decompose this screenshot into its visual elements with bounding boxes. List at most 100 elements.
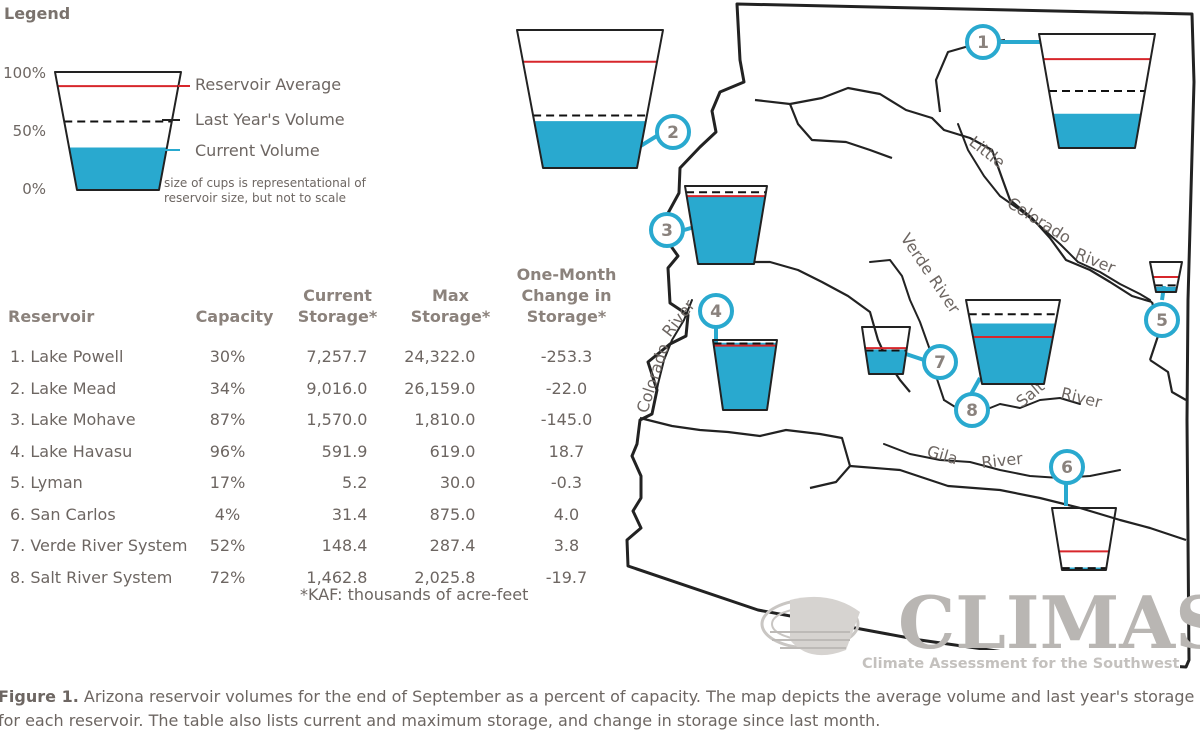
reservoir-cup-2 — [516, 29, 664, 169]
colorado-river-west — [653, 299, 693, 405]
badge-circle — [698, 293, 734, 329]
cell-reservoir: 8. Salt River System — [10, 567, 173, 587]
badge-number: 1 — [977, 33, 989, 53]
cup-outline — [965, 299, 1061, 385]
cell-current-storage: 1,570.0 — [306, 410, 368, 430]
current-volume-fill — [534, 121, 646, 168]
cell-max-storage: 24,322.0 — [404, 347, 476, 367]
table-row: 1. Lake Powell 30% 7,257.7 24,322.0 -253… — [4, 341, 625, 373]
legend-pct-100: 100% — [3, 64, 46, 82]
table-row: 5. Lyman 17% 5.2 30.0 -0.3 — [4, 467, 625, 499]
cup-outline — [54, 71, 182, 191]
current-volume-fill — [865, 349, 907, 374]
cell-max-storage: 1,810.0 — [414, 410, 476, 430]
header-reservoir: Reservoir — [8, 307, 95, 326]
reservoir-cup-7 — [861, 326, 911, 375]
reservoir-badge-4: 4 — [698, 293, 734, 329]
figure-caption: Figure 1. Arizona reservoir volumes for … — [0, 685, 1200, 733]
header-capacity: Capacity — [195, 307, 274, 326]
badge-circle — [655, 114, 691, 150]
badge-circle — [965, 24, 1001, 60]
current-volume-fill — [970, 323, 1056, 384]
cell-current-storage: 31.4 — [331, 504, 368, 524]
cell-capacity: 72% — [209, 567, 246, 587]
cup-outline — [516, 29, 664, 169]
caption-text: Arizona reservoir volumes for the end of… — [0, 687, 1195, 730]
reservoir-cup-5 — [1149, 261, 1183, 293]
cell-change: -0.3 — [550, 473, 583, 493]
cup-outline — [1038, 33, 1156, 149]
reservoir-cup-6 — [1051, 507, 1117, 571]
reservoir-cup-1 — [1038, 33, 1156, 149]
legend-pct-0: 0% — [22, 180, 46, 198]
table-row: 3. Lake Mohave 87% 1,570.0 1,810.0 -145.… — [4, 404, 625, 436]
cell-reservoir: 2. Lake Mead — [10, 378, 117, 398]
caption-label: Figure 1. — [0, 687, 79, 706]
cell-capacity: 52% — [209, 536, 246, 556]
cell-change: -22.0 — [545, 378, 588, 398]
cell-change: -253.3 — [540, 347, 593, 367]
cell-current-storage: 7,257.7 — [306, 347, 368, 367]
current-volume-fill — [1154, 286, 1178, 292]
reservoir-cup-3 — [684, 185, 768, 265]
reservoir-table: Reservoir Capacity Current Storage* Max … — [4, 264, 625, 593]
cell-change: 18.7 — [548, 441, 585, 461]
badge-number: 7 — [934, 353, 946, 373]
current-volume-fill — [1053, 113, 1141, 148]
arizona-state-outline — [625, 2, 1196, 669]
climas-logo-subtitle: Climate Assessment for the Southwest — [862, 656, 1180, 672]
cell-capacity: 30% — [209, 347, 246, 367]
legend-last-year-label: Last Year's Volume — [195, 110, 345, 129]
cell-current-storage: 591.9 — [321, 441, 368, 461]
cell-reservoir: 3. Lake Mohave — [10, 410, 136, 430]
cup-outline — [712, 339, 778, 411]
current-volume-fill — [686, 196, 766, 264]
cell-change: -19.7 — [545, 567, 588, 587]
reservoir-badge-2: 2 — [655, 114, 691, 150]
river-label-gila-river: River — [980, 449, 1024, 472]
cell-max-storage: 30.0 — [439, 473, 476, 493]
reservoir-badge-3: 3 — [649, 212, 685, 248]
badge-number: 6 — [1061, 458, 1073, 478]
cell-max-storage: 2,025.8 — [414, 567, 476, 587]
cell-change: 4.0 — [553, 504, 580, 524]
table-row: 8. Salt River System 72% 1,462.8 2,025.8… — [4, 562, 625, 594]
reservoir-badges: 1 2 3 4 5 6 7 8 — [649, 24, 1180, 485]
climas-logo: CLIMAS Climate Assessment for the Southw… — [760, 580, 1200, 672]
reservoir-badge-1: 1 — [965, 24, 1001, 60]
reservoir-badge-6: 6 — [1049, 449, 1085, 485]
cell-reservoir: 4. Lake Havasu — [10, 441, 133, 461]
legend-title: Legend — [4, 4, 71, 23]
climas-logo-mark — [760, 596, 860, 656]
cell-current-storage: 9,016.0 — [306, 378, 368, 398]
current-volume-fill — [69, 147, 167, 190]
cell-max-storage: 26,159.0 — [404, 378, 476, 398]
table-row: 4. Lake Havasu 96% 591.9 619.0 18.7 — [4, 436, 625, 468]
cell-capacity: 17% — [209, 473, 246, 493]
cell-reservoir: 6. San Carlos — [10, 504, 116, 524]
cell-reservoir: 5. Lyman — [10, 473, 83, 493]
current-volume-fill — [713, 342, 777, 410]
reservoir-badge-8: 8 — [954, 392, 990, 428]
badge-number: 4 — [710, 302, 722, 322]
badge-circle — [649, 212, 685, 248]
header-max-storage: Max Storage* — [410, 286, 491, 326]
legend-pct-50: 50% — [12, 122, 46, 140]
cell-capacity: 34% — [209, 378, 246, 398]
legend-cup — [54, 71, 182, 191]
cell-reservoir: 7. Verde River System — [10, 536, 188, 556]
cup-outline — [1149, 261, 1183, 293]
reservoir-badge-5: 5 — [1144, 302, 1180, 338]
river-label-salt-river: River — [1059, 383, 1104, 412]
cell-capacity: 87% — [209, 410, 246, 430]
river-label-little: Little — [966, 132, 1009, 172]
cell-capacity: 96% — [209, 441, 246, 461]
badge-circle — [1144, 302, 1180, 338]
cell-current-storage: 148.4 — [321, 536, 368, 556]
cell-max-storage: 875.0 — [429, 504, 476, 524]
legend-note: size of cups is representational of rese… — [164, 176, 366, 205]
reservoir-badge-7: 7 — [922, 344, 958, 380]
cell-reservoir: 1. Lake Powell — [10, 347, 124, 367]
badge-number: 2 — [667, 123, 679, 143]
